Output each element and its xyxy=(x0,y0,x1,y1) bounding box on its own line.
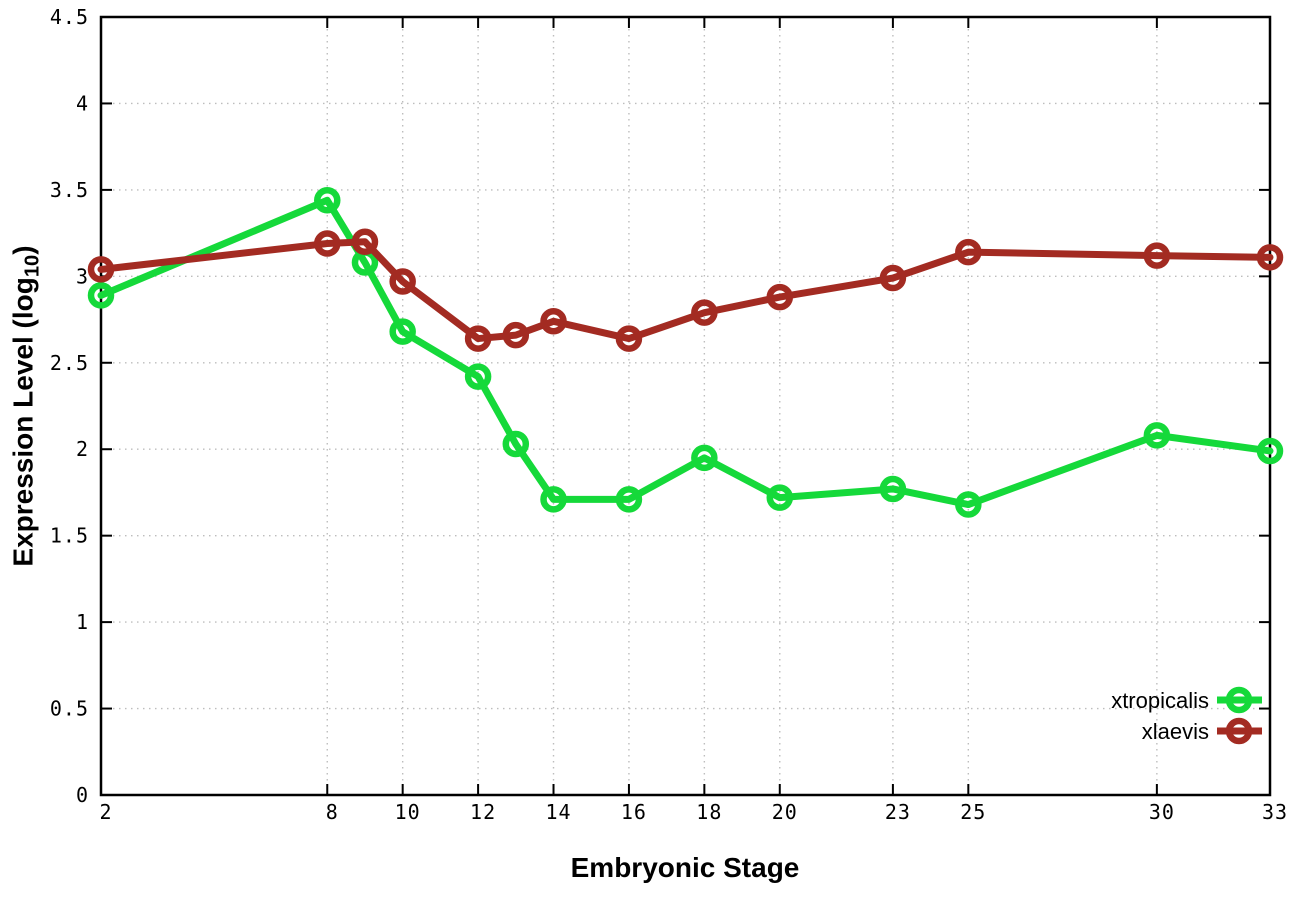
data-point-marker-xlaevis xyxy=(464,325,492,352)
x-tick-label: 20 xyxy=(772,800,798,824)
data-point-marker-xlaevis xyxy=(540,308,567,335)
y-tick-label: 4 xyxy=(76,91,89,115)
data-point-marker-xlaevis xyxy=(502,321,530,349)
data-point-marker-xtropicalis xyxy=(1143,422,1171,449)
data-point-marker-xtropicalis xyxy=(615,486,643,513)
data-point-marker-xlaevis xyxy=(615,325,643,352)
y-tick-label: 0.5 xyxy=(50,697,89,721)
y-tick-label: 0 xyxy=(76,783,89,807)
plot-border xyxy=(99,15,1272,797)
x-tick-label: 8 xyxy=(326,800,339,824)
data-point-marker-xtropicalis xyxy=(389,318,416,345)
data-point-marker-xtropicalis xyxy=(314,187,341,214)
x-tick-label: 14 xyxy=(545,800,571,824)
y-tick-label: 4.5 xyxy=(50,5,89,29)
data-point-marker-xtropicalis xyxy=(1256,437,1284,465)
x-tick-label: 2 xyxy=(99,800,112,824)
data-point-marker-xlaevis xyxy=(87,256,115,283)
legend-marker-xlaevis xyxy=(1225,717,1253,745)
data-point-marker-xlaevis xyxy=(351,228,379,256)
x-axis-title: Embryonic Stage xyxy=(570,852,800,883)
y-axis-title: Expression Level (log10) xyxy=(8,245,45,566)
legend-label-xtropicalis: xtropicalis xyxy=(1111,688,1209,713)
data-point-marker-xtropicalis xyxy=(691,444,718,472)
x-tick-label: 10 xyxy=(395,800,421,824)
x-tick-label: 23 xyxy=(885,800,911,824)
x-tick-label: 33 xyxy=(1262,800,1288,824)
x-tick-label: 16 xyxy=(621,800,647,824)
x-tick-label: 25 xyxy=(960,800,986,824)
y-tick-label: 1.5 xyxy=(50,524,89,548)
data-point-marker-xlaevis xyxy=(879,264,907,292)
data-point-marker-xlaevis xyxy=(389,268,416,295)
data-point-marker-xlaevis xyxy=(955,238,982,266)
y-tick-label: 2 xyxy=(76,437,89,461)
series-line-xlaevis xyxy=(97,238,1274,343)
data-point-marker-xtropicalis xyxy=(879,475,907,503)
y-axis-title-text: Expression Level (log xyxy=(7,277,39,567)
data-point-marker-xtropicalis xyxy=(955,491,982,518)
data-point-marker-xtropicalis xyxy=(540,486,567,513)
y-axis-title-subscript: 10 xyxy=(21,254,44,278)
y-tick-label: 3 xyxy=(76,264,89,288)
data-point-marker-xtropicalis xyxy=(87,282,115,309)
x-tick-label: 30 xyxy=(1149,800,1175,824)
y-tick-label: 1 xyxy=(76,610,89,634)
x-tick-label: 12 xyxy=(470,800,496,824)
data-point-marker-xtropicalis xyxy=(502,430,530,458)
legend-marker-xtropicalis xyxy=(1225,686,1253,714)
data-point-marker-xlaevis xyxy=(1143,242,1171,269)
y-axis-title-close-paren: ) xyxy=(7,245,39,255)
x-tick-label: 18 xyxy=(696,800,722,824)
data-point-marker-xlaevis xyxy=(691,299,718,326)
data-point-marker-xtropicalis xyxy=(464,363,492,390)
data-point-marker-xtropicalis xyxy=(766,484,794,511)
data-point-marker-xlaevis xyxy=(1256,244,1284,271)
legend-label-xlaevis: xlaevis xyxy=(1142,719,1209,744)
y-tick-label: 3.5 xyxy=(50,178,89,202)
data-point-marker-xlaevis xyxy=(766,283,794,311)
y-tick-label: 2.5 xyxy=(50,351,89,375)
data-point-marker-xlaevis xyxy=(314,230,341,257)
